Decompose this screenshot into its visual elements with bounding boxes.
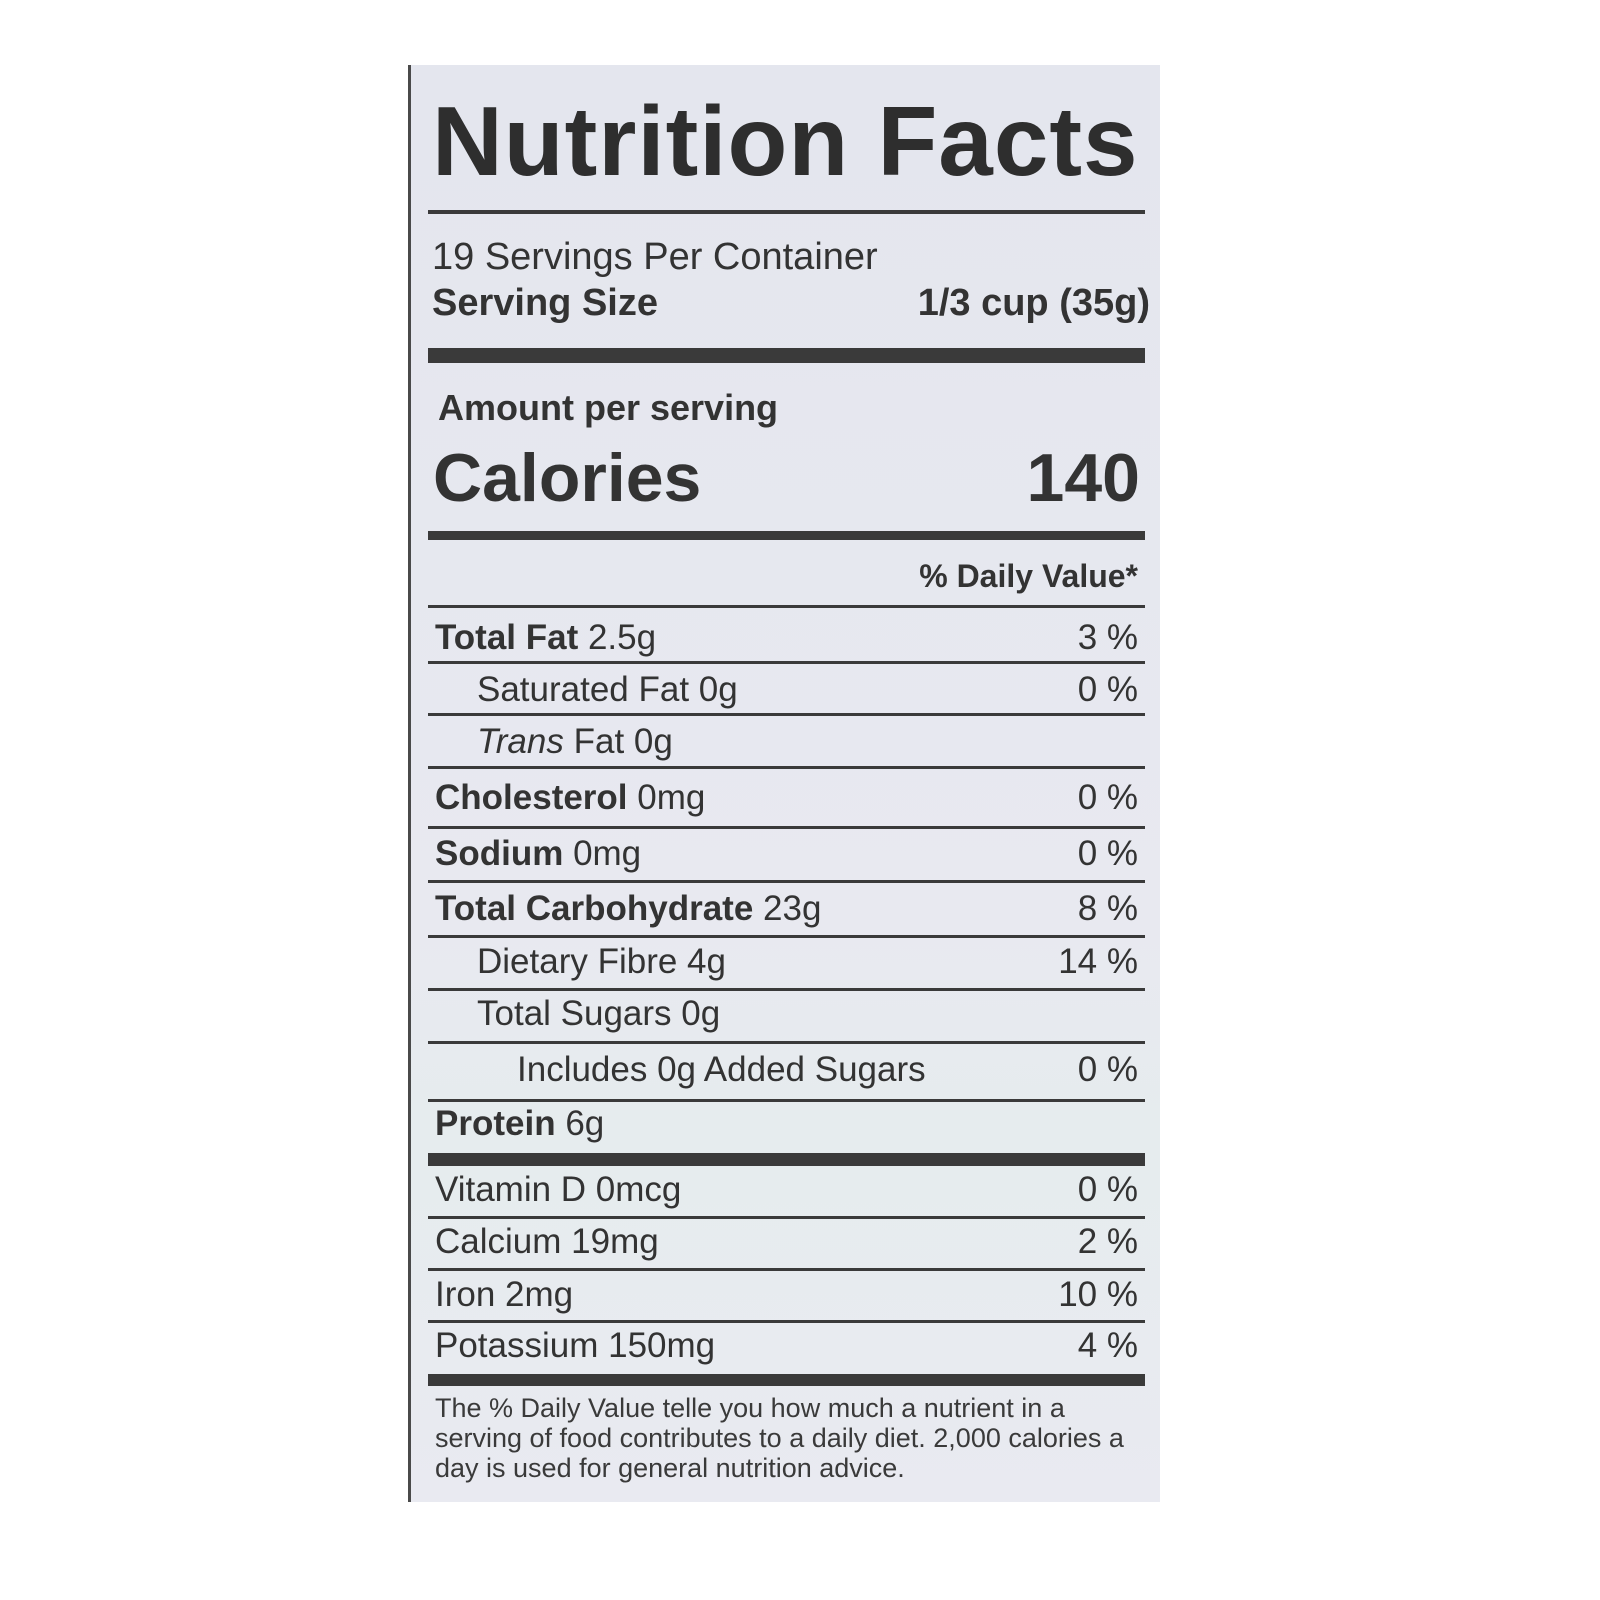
nutrient-row-saturated-fat: Saturated Fat 0g 0 % — [477, 670, 1138, 709]
amount-per-serving: Amount per serving — [438, 387, 779, 428]
vitamin-row-calcium: Calcium 19mg 2 % — [435, 1222, 1138, 1261]
divider — [428, 1320, 1145, 1323]
nutrient-row-trans-fat: Trans Fat 0g — [477, 722, 673, 761]
nutrient-row-protein: Protein 6g — [435, 1104, 605, 1143]
divider — [428, 1041, 1145, 1044]
nutrient-row-added-sugars: Includes 0g Added Sugars 0 % — [517, 1050, 1138, 1089]
thick-divider — [428, 348, 1145, 363]
divider — [428, 605, 1145, 608]
nutrient-row-sodium: Sodium 0mg 0 % — [435, 834, 1138, 873]
calories-label: Calories — [433, 440, 702, 516]
thick-divider — [428, 1153, 1145, 1166]
vitamin-row-iron: Iron 2mg 10 % — [435, 1275, 1138, 1314]
divider — [428, 826, 1145, 829]
nutrient-row-total-fat: Total Fat 2.5g 3 % — [435, 618, 1138, 657]
divider — [428, 880, 1145, 883]
divider — [428, 210, 1145, 214]
serving-size-value: 1/3 cup (35g) — [917, 282, 1150, 324]
daily-value-header: % Daily Value* — [919, 558, 1138, 594]
nutrient-row-cholesterol: Cholesterol 0mg 0 % — [435, 778, 1138, 817]
thick-divider — [428, 1374, 1145, 1386]
divider — [428, 988, 1145, 991]
nutrient-row-total-sugars: Total Sugars 0g — [477, 994, 721, 1033]
divider — [428, 713, 1145, 716]
calories-value: 140 — [1026, 440, 1140, 516]
servings-per-container: 19 Servings Per Container — [432, 236, 878, 278]
divider — [428, 1099, 1145, 1102]
nutrient-row-dietary-fibre: Dietary Fibre 4g 14 % — [477, 942, 1138, 981]
divider — [428, 1268, 1145, 1271]
vitamin-row-vitamin-d: Vitamin D 0mcg 0 % — [435, 1170, 1138, 1209]
divider — [428, 1216, 1145, 1219]
divider — [428, 935, 1145, 938]
footnote: The % Daily Value telle you how much a n… — [435, 1393, 1124, 1483]
medium-divider — [428, 531, 1145, 540]
vitamin-row-potassium: Potassium 150mg 4 % — [435, 1326, 1138, 1365]
divider — [428, 766, 1145, 769]
nutrition-label-panel — [408, 65, 1160, 1502]
label-title: Nutrition Facts — [432, 86, 1139, 196]
divider — [428, 661, 1145, 664]
serving-size-label: Serving Size — [432, 282, 658, 324]
nutrient-row-total-carbohydrate: Total Carbohydrate 23g 8 % — [435, 889, 1138, 928]
